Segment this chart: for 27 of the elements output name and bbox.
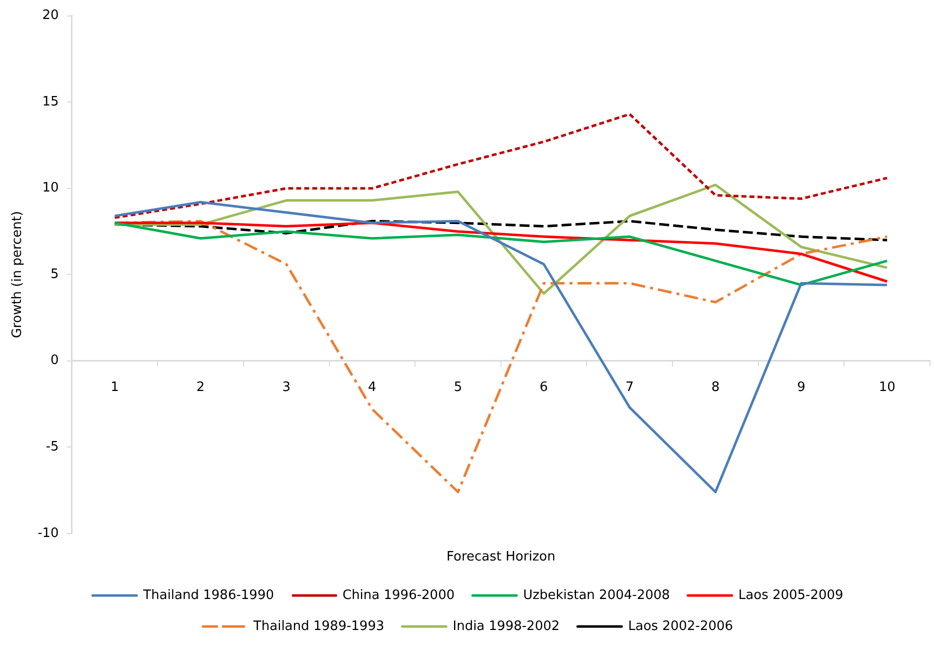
legend-label: Laos 2002-2006 <box>628 618 734 634</box>
y-axis-title: Growth (in percent) <box>10 211 26 338</box>
line-series <box>113 112 888 219</box>
x-tick-label: 10 <box>878 380 896 396</box>
x-tick-label: 7 <box>626 380 634 396</box>
y-tick-label: 5 <box>50 266 59 282</box>
x-axis-title: Forecast Horizon <box>446 550 556 565</box>
x-tick-label: 4 <box>368 380 376 396</box>
legend-label: Laos 2005-2009 <box>738 588 844 603</box>
x-tick-label: 3 <box>282 380 291 396</box>
x-tick-label: 2 <box>196 380 205 396</box>
legend-label: Thailand 1989-1993 <box>252 618 384 634</box>
y-tick-label: -10 <box>38 526 59 541</box>
y-tick-label: 20 <box>42 8 59 24</box>
x-tick-label: 8 <box>711 380 720 396</box>
x-tick-label: 5 <box>454 380 462 396</box>
y-tick-label: 10 <box>42 180 59 196</box>
legend-label: India 1998-2002 <box>452 618 560 634</box>
legend-label: China 1996-2000 <box>342 588 455 603</box>
legend-label: Thailand 1986-1990 <box>142 588 274 603</box>
x-tick-label: 9 <box>797 380 806 396</box>
y-tick-label: 0 <box>50 353 59 368</box>
x-tick-label: 6 <box>540 380 548 396</box>
y-tick-label: 15 <box>42 94 59 110</box>
x-tick-label: 1 <box>110 380 119 396</box>
y-tick-label: -5 <box>46 440 59 455</box>
legend-label: Uzbekistan 2004-2008 <box>523 588 670 603</box>
